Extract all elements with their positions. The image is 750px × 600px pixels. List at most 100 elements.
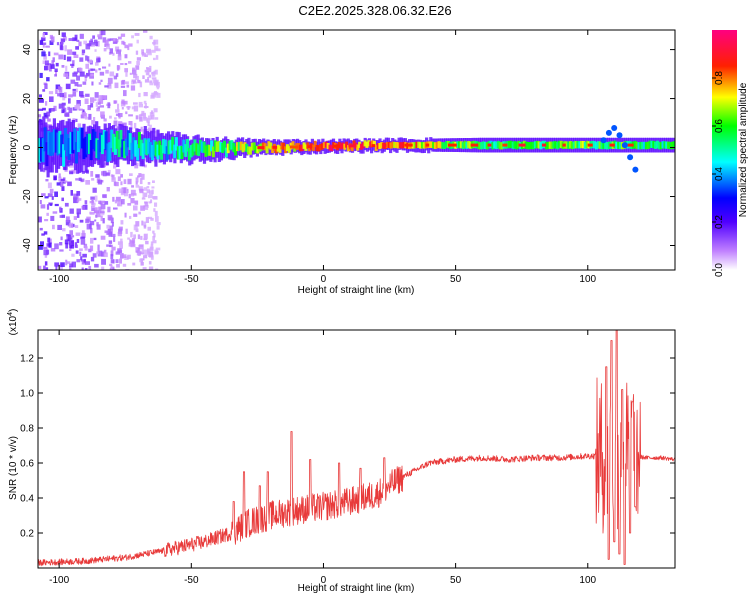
spectrogram-band-core xyxy=(367,140,371,147)
spectrogram-noise-cell xyxy=(151,189,154,194)
spectrogram-noise-cell xyxy=(118,121,123,126)
spectrogram-noise-cell xyxy=(150,217,154,221)
spectrogram-noise-cell xyxy=(100,215,103,222)
spectrogram-band-core xyxy=(150,145,154,161)
spectrogram-noise-cell xyxy=(45,45,50,48)
spectrogram-noise-cell xyxy=(55,89,58,94)
spectrogram-noise-cell xyxy=(65,259,68,266)
spectrogram-band-core xyxy=(670,141,674,150)
colorbar: 0.0 0.2 0.4 0.6 0.8 Normalized spectral ampl… xyxy=(712,30,749,277)
spectrogram-noise-cell xyxy=(92,187,97,193)
spectrogram-noise-cell xyxy=(60,178,65,181)
spectrogram-band-core xyxy=(287,146,291,153)
spectrogram-noise-cell xyxy=(68,107,73,114)
spectrogram-noise-cell xyxy=(68,98,71,104)
spectrogram-marks xyxy=(38,30,675,270)
spectrogram-band-core xyxy=(572,141,576,149)
spectrogram-noise-cell xyxy=(144,202,148,207)
spectrogram-band-core xyxy=(506,141,510,149)
spectrogram-noise-cell xyxy=(90,68,96,71)
spectrogram-noise-cell xyxy=(101,171,105,176)
spectrogram-noise-cell xyxy=(58,264,63,270)
spectrogram-noise-cell xyxy=(120,101,126,107)
spectrogram-noise-cell xyxy=(155,55,159,60)
spectrogram-noise-cell xyxy=(95,102,99,107)
spectrogram-noise-cell xyxy=(49,203,53,206)
spectrogram-noise-cell xyxy=(137,250,141,256)
spectrogram-noise-cell xyxy=(154,82,159,86)
colorbar-ticks: 0.0 0.2 0.4 0.6 0.8 xyxy=(712,71,725,277)
spectrogram-band-core xyxy=(236,142,239,152)
spectrogram-band-core xyxy=(643,141,646,150)
spectrogram-band-core xyxy=(223,140,226,151)
spectrogram-noise-cell xyxy=(60,41,64,47)
spectrogram-band-core xyxy=(136,144,140,161)
spectrogram-band-core xyxy=(652,140,656,149)
spectrogram-noise-cell xyxy=(111,246,116,251)
spectrogram-noise-cell xyxy=(138,114,142,120)
snr-x-tick-label: 50 xyxy=(450,575,462,586)
spectrogram-band-core xyxy=(178,145,182,159)
spectrogram-band-core xyxy=(602,141,606,149)
spectrogram-x-label: Height of straight line (km) xyxy=(298,285,415,296)
spectrogram-noise-cell xyxy=(59,92,65,98)
spectrogram-band-core xyxy=(215,141,219,152)
spectrogram-noise-cell xyxy=(98,68,101,71)
spectrogram-noise-cell xyxy=(80,114,85,119)
spectrogram-noise-cell xyxy=(147,248,151,254)
spectrogram-noise-cell xyxy=(100,203,106,210)
spectrogram-noise-cell xyxy=(110,254,114,259)
spectrogram-band-core xyxy=(326,143,330,150)
spectrogram-band-core xyxy=(480,142,484,150)
snr-y-tick-label: 1.2 xyxy=(20,354,34,365)
spectrogram-noise-cell xyxy=(131,35,134,39)
spectrogram-noise-cell xyxy=(85,218,90,224)
spectrogram-noise-cell xyxy=(42,107,46,111)
spectrogram-noise-cell xyxy=(139,178,143,185)
spectrogram-band-core xyxy=(667,141,671,149)
spectrogram-noise-cell xyxy=(68,170,74,173)
spectrogram-noise-cell xyxy=(70,245,74,249)
spectrogram-band-core xyxy=(458,141,461,149)
spectrogram-band-core xyxy=(532,141,535,150)
spectrogram-noise-cell xyxy=(59,206,62,212)
spectrogram-noise-cell xyxy=(94,219,97,222)
spectrogram-band-core xyxy=(500,142,504,150)
spectrogram-noise-cell xyxy=(56,182,61,186)
spectrogram-band-core xyxy=(76,130,80,153)
spectrogram-band-core xyxy=(615,141,619,150)
spectrogram-band-core xyxy=(513,141,517,149)
spectrogram-y-tick-label: 0 xyxy=(22,144,33,150)
spectrogram-noise-cell xyxy=(124,81,129,85)
spectrogram-band-core xyxy=(328,144,332,151)
spectrogram-band-core xyxy=(376,143,380,150)
spectrogram-noise-cell xyxy=(71,65,74,68)
spectrogram-band-core xyxy=(445,141,448,148)
spectrogram-noise-cell xyxy=(127,178,132,185)
spectrogram-hook-point xyxy=(627,154,634,161)
spectrogram-noise-cell xyxy=(125,111,128,115)
spectrogram-band-core xyxy=(91,129,95,150)
spectrogram-noise-cell xyxy=(139,252,144,255)
spectrogram-noise-cell xyxy=(91,205,96,208)
spectrogram-noise-cell xyxy=(93,117,96,123)
spectrogram-noise-cell xyxy=(44,60,49,66)
spectrogram-noise-cell xyxy=(73,193,78,200)
spectrogram-y-tick-label: -20 xyxy=(22,189,33,204)
spectrogram-noise-cell xyxy=(102,218,105,224)
spectrogram-noise-cell xyxy=(147,226,151,231)
spectrogram-noise-cell xyxy=(55,62,59,67)
spectrogram-noise-cell xyxy=(41,37,46,41)
spectrogram-noise-cell xyxy=(117,200,123,207)
spectrogram-noise-cell xyxy=(130,243,136,248)
spectrogram-noise-cell xyxy=(124,44,129,49)
spectrogram-band-core xyxy=(65,134,69,157)
spectrogram-band-core xyxy=(498,142,502,150)
spectrogram-noise-cell xyxy=(132,262,136,266)
spectrogram-band-core xyxy=(54,129,58,153)
spectrogram-noise-cell xyxy=(146,67,149,70)
spectrogram-noise-cell xyxy=(148,251,154,258)
spectrogram-noise-cell xyxy=(109,115,112,119)
spectrogram-hotspot xyxy=(518,143,526,147)
